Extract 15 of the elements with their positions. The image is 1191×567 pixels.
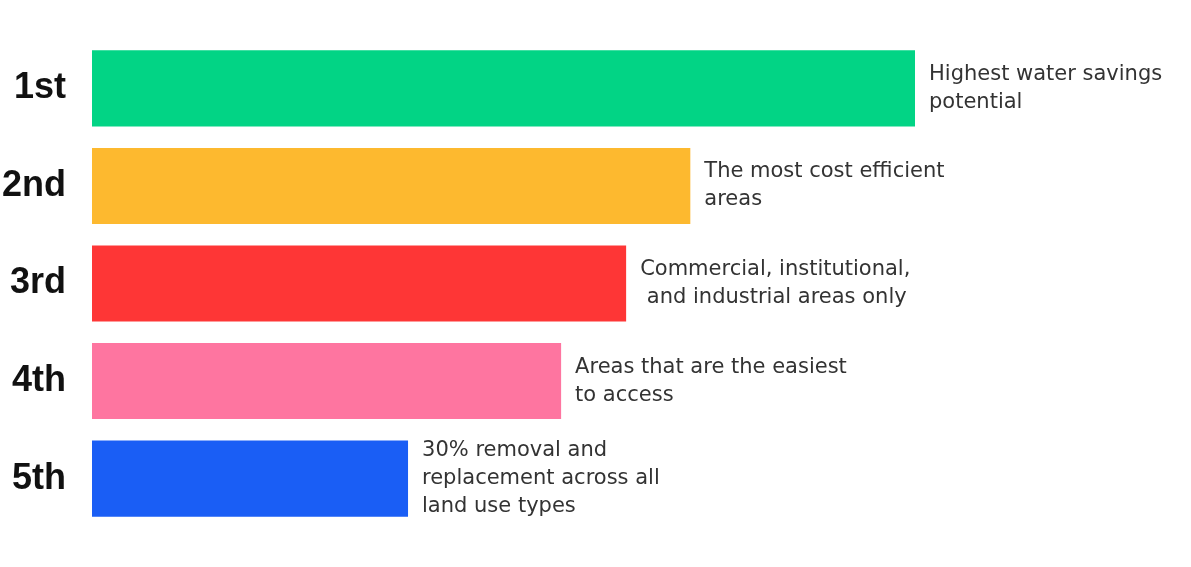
y-tick-label: 1st: [13, 65, 67, 107]
bar: [92, 440, 409, 517]
y-tick-label: 3rd: [9, 260, 66, 302]
y-tick-label: 5th: [12, 455, 66, 497]
bar: [92, 147, 691, 224]
annotation: 30% removal and replacement across all land use types: [422, 437, 660, 518]
annotation: Highest water savings potential: [929, 60, 1163, 113]
bar: [92, 343, 562, 420]
annotation: Areas that are the easiest to access: [575, 353, 847, 406]
annotation: Commercial, institutional, and industrial areas only: [640, 255, 911, 308]
bar: [92, 245, 627, 322]
annotation: The most cost efficient areas: [703, 158, 945, 211]
y-tick-label: 4th: [12, 357, 66, 399]
bar: [92, 50, 915, 127]
y-tick-label: 2nd: [1, 162, 66, 204]
